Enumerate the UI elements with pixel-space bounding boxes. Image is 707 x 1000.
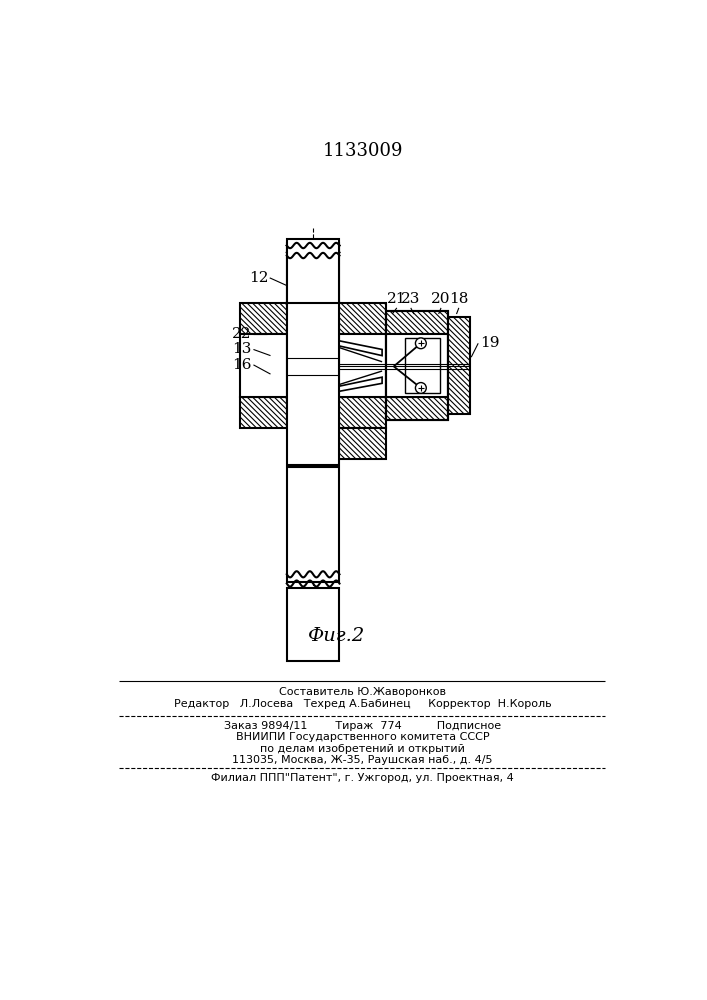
Bar: [339, 428, 386, 459]
Text: 22: 22: [232, 327, 251, 341]
Bar: [287, 243, 339, 305]
Bar: [240, 397, 287, 428]
Text: ВНИИПИ Государственного комитета СССР: ВНИИПИ Государственного комитета СССР: [236, 732, 489, 742]
Bar: [240, 334, 287, 397]
Bar: [287, 588, 339, 661]
Bar: [287, 466, 339, 582]
Circle shape: [416, 338, 426, 349]
Text: Заказ 9894/11        Тираж  774          Подписное: Заказ 9894/11 Тираж 774 Подписное: [224, 721, 501, 731]
Bar: [287, 302, 339, 465]
Text: Фиг.2: Фиг.2: [308, 627, 365, 645]
Text: Филиал ППП"Патент", г. Ужгород, ул. Проектная, 4: Филиал ППП"Патент", г. Ужгород, ул. Прое…: [211, 773, 514, 783]
Bar: [386, 397, 448, 420]
Text: Составитель Ю.Жаворонков: Составитель Ю.Жаворонков: [279, 687, 446, 697]
Bar: [339, 303, 386, 334]
Text: Редактор   Л.Лосева   Техред А.Бабинец     Корректор  Н.Король: Редактор Л.Лосева Техред А.Бабинец Корре…: [174, 699, 551, 709]
Bar: [386, 334, 448, 397]
Text: 1133009: 1133009: [322, 142, 403, 160]
Bar: [448, 317, 469, 414]
Bar: [339, 397, 386, 428]
Text: 18: 18: [449, 292, 469, 306]
Polygon shape: [287, 330, 382, 356]
Text: по делам изобретений и открытий: по делам изобретений и открытий: [260, 744, 465, 754]
Text: 21: 21: [387, 292, 407, 306]
Bar: [386, 311, 448, 334]
Bar: [240, 303, 287, 334]
Text: 113035, Москва, Ж-35, Раушская наб., д. 4/5: 113035, Москва, Ж-35, Раушская наб., д. …: [233, 755, 493, 765]
Text: 16: 16: [232, 358, 251, 372]
Bar: [287, 239, 339, 303]
Bar: [386, 311, 448, 420]
Circle shape: [416, 383, 426, 393]
Text: 23: 23: [401, 292, 421, 306]
Text: 13: 13: [232, 342, 251, 356]
Bar: [339, 334, 386, 397]
Text: 20: 20: [431, 292, 451, 306]
Bar: [405, 338, 440, 393]
Text: 12: 12: [249, 271, 268, 285]
Polygon shape: [287, 377, 382, 401]
Text: 19: 19: [480, 336, 499, 350]
